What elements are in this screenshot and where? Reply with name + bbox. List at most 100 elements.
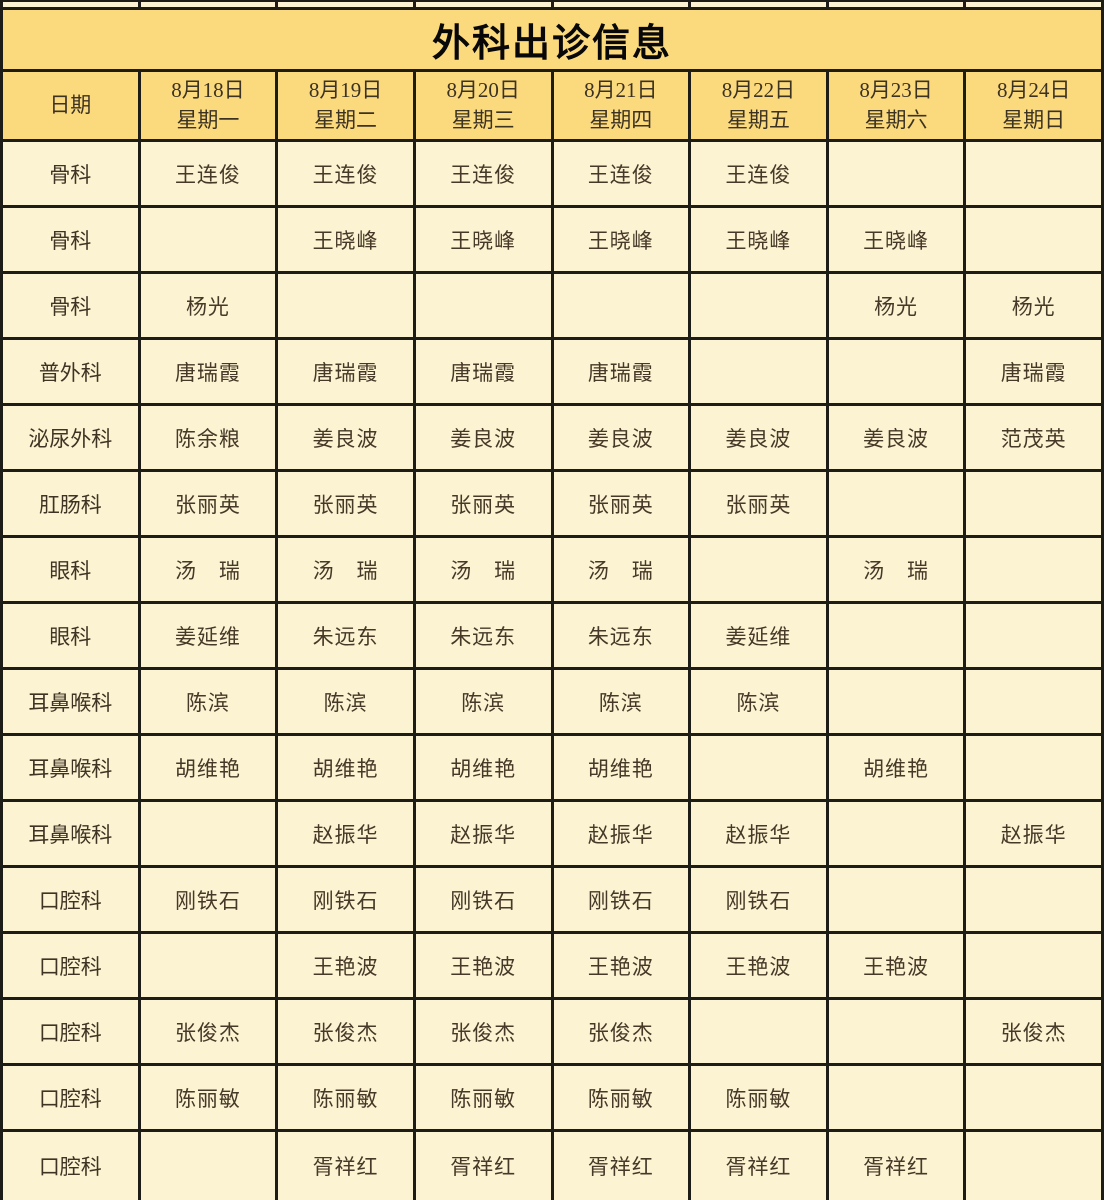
date-text: 8月23日 xyxy=(859,77,933,102)
schedule-cell xyxy=(828,868,964,931)
partial-row-cell xyxy=(828,2,964,7)
weekday-text: 星期二 xyxy=(314,107,378,132)
dept-cell: 耳鼻喉科 xyxy=(3,736,138,799)
date-text: 8月24日 xyxy=(996,77,1071,102)
schedule-cell xyxy=(966,670,1101,733)
schedule-cell: 朱远东 xyxy=(278,604,413,667)
dept-cell: 耳鼻喉科 xyxy=(3,670,138,733)
schedule-cell xyxy=(828,604,964,667)
schedule-cell: 王晓峰 xyxy=(828,208,964,271)
schedule-cell xyxy=(691,538,826,601)
partial-row-cell xyxy=(3,2,138,7)
dept-cell: 口腔科 xyxy=(3,1132,138,1200)
schedule-cell: 张丽英 xyxy=(278,472,413,535)
schedule-cell: 姜延维 xyxy=(691,604,826,667)
dept-cell: 普外科 xyxy=(3,340,138,403)
schedule-cell: 姜良波 xyxy=(553,406,689,469)
schedule-cell: 张丽英 xyxy=(691,472,826,535)
schedule-cell: 刚铁石 xyxy=(278,868,413,931)
schedule-cell: 陈丽敏 xyxy=(553,1066,689,1129)
weekday-text: 星期日 xyxy=(1002,107,1066,132)
dept-cell: 泌尿外科 xyxy=(3,406,138,469)
partial-row-cell xyxy=(278,2,413,7)
schedule-cell: 陈丽敏 xyxy=(691,1066,826,1129)
schedule-cell xyxy=(966,142,1101,205)
schedule-cell: 杨光 xyxy=(966,274,1101,337)
schedule-cell: 王连俊 xyxy=(553,142,689,205)
table-title: 外科出诊信息 xyxy=(3,10,1101,69)
schedule-cell: 杨光 xyxy=(140,274,276,337)
schedule-cell: 陈滨 xyxy=(415,670,551,733)
schedule-cell: 张俊杰 xyxy=(415,1000,551,1063)
dept-cell: 骨科 xyxy=(3,208,138,271)
schedule-cell xyxy=(140,1132,276,1200)
date-text: 8月20日 xyxy=(446,77,520,102)
schedule-cell: 朱远东 xyxy=(415,604,551,667)
schedule-cell: 唐瑞霞 xyxy=(278,340,413,403)
schedule-cell: 胥祥红 xyxy=(278,1132,413,1200)
schedule-cell: 汤 瑞 xyxy=(415,538,551,601)
schedule-cell: 胥祥红 xyxy=(828,1132,964,1200)
schedule-cell: 唐瑞霞 xyxy=(966,340,1101,403)
schedule-cell: 陈滨 xyxy=(278,670,413,733)
dept-cell: 骨科 xyxy=(3,142,138,205)
schedule-cell: 汤 瑞 xyxy=(828,538,964,601)
header-cell-day-1: 8月18日 星期一 xyxy=(140,72,276,139)
schedule-cell: 汤 瑞 xyxy=(553,538,689,601)
schedule-cell: 陈丽敏 xyxy=(140,1066,276,1129)
schedule-cell: 王晓峰 xyxy=(691,208,826,271)
schedule-cell xyxy=(415,274,551,337)
schedule-cell: 陈丽敏 xyxy=(415,1066,551,1129)
partial-row-cell xyxy=(553,2,689,7)
schedule-cell: 王连俊 xyxy=(691,142,826,205)
header-cell-day-2: 8月19日 星期二 xyxy=(278,72,413,139)
dept-cell: 眼科 xyxy=(3,604,138,667)
schedule-cell: 胡维艳 xyxy=(553,736,689,799)
weekday-text: 星期六 xyxy=(864,107,928,132)
schedule-cell xyxy=(828,670,964,733)
date-text: 8月21日 xyxy=(584,77,658,102)
schedule-cell xyxy=(966,1066,1101,1129)
schedule-cell: 王艳波 xyxy=(278,934,413,997)
schedule-cell xyxy=(691,340,826,403)
schedule-cell: 刚铁石 xyxy=(691,868,826,931)
schedule-cell: 王连俊 xyxy=(140,142,276,205)
schedule-cell: 胥祥红 xyxy=(553,1132,689,1200)
schedule-cell: 赵振华 xyxy=(691,802,826,865)
schedule-cell: 张丽英 xyxy=(553,472,689,535)
schedule-cell xyxy=(828,340,964,403)
schedule-cell: 赵振华 xyxy=(966,802,1101,865)
schedule-cell: 唐瑞霞 xyxy=(553,340,689,403)
schedule-cell: 陈余粮 xyxy=(140,406,276,469)
schedule-cell: 姜延维 xyxy=(140,604,276,667)
schedule-cell: 王晓峰 xyxy=(278,208,413,271)
schedule-cell xyxy=(691,736,826,799)
schedule-cell xyxy=(828,802,964,865)
schedule-cell: 刚铁石 xyxy=(415,868,551,931)
schedule-cell xyxy=(966,604,1101,667)
date-label: 日期 xyxy=(3,72,138,139)
schedule-cell: 王艳波 xyxy=(553,934,689,997)
dept-cell: 眼科 xyxy=(3,538,138,601)
schedule-cell: 张俊杰 xyxy=(553,1000,689,1063)
schedule-cell xyxy=(966,1132,1101,1200)
header-cell-day-4: 8月21日 星期四 xyxy=(553,72,689,139)
schedule-cell xyxy=(966,934,1101,997)
schedule-cell: 刚铁石 xyxy=(140,868,276,931)
date-text: 8月18日 xyxy=(171,77,245,102)
partial-row-cell xyxy=(966,2,1101,7)
schedule-cell xyxy=(966,208,1101,271)
schedule-cell: 赵振华 xyxy=(553,802,689,865)
dept-cell: 口腔科 xyxy=(3,868,138,931)
schedule-cell: 胡维艳 xyxy=(140,736,276,799)
schedule-cell xyxy=(828,472,964,535)
schedule-cell xyxy=(691,1000,826,1063)
schedule-cell xyxy=(553,274,689,337)
schedule-cell: 姜良波 xyxy=(415,406,551,469)
schedule-cell xyxy=(140,934,276,997)
schedule-cell: 张丽英 xyxy=(140,472,276,535)
header-cell-day-7: 8月24日星期日 xyxy=(966,72,1101,139)
schedule-cell xyxy=(140,208,276,271)
schedule-cell: 胥祥红 xyxy=(691,1132,826,1200)
